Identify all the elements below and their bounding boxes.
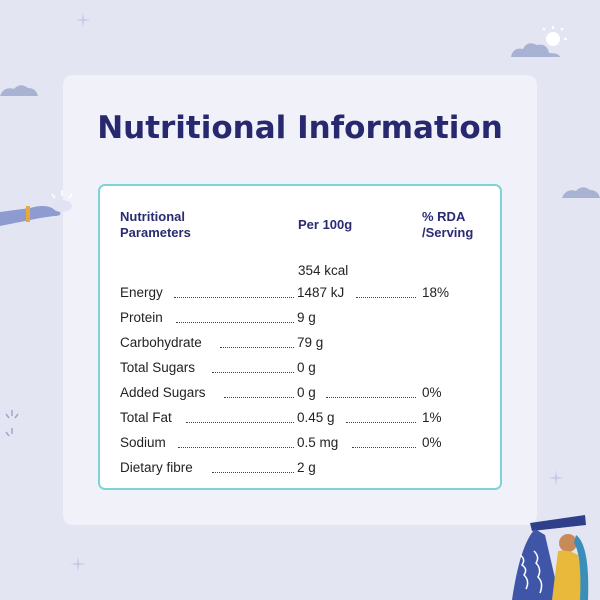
row-label: Protein <box>120 310 163 325</box>
leader-dots <box>186 422 294 423</box>
row-label: Dietary fibre <box>120 460 193 475</box>
row-value: 79 g <box>297 335 324 350</box>
row-label: Sodium <box>120 435 166 450</box>
leader-dots <box>224 397 294 398</box>
cloud-icon <box>562 187 600 198</box>
hand-illustration-icon <box>0 190 73 226</box>
leader-dots <box>178 447 294 448</box>
row-label: Carbohydrate <box>120 335 202 350</box>
header-parameters: Nutritional Parameters <box>120 209 191 240</box>
row-label: Total Fat <box>120 410 172 425</box>
row-value: 2 g <box>297 460 316 475</box>
energy-kcal-value: 354 kcal <box>298 263 349 278</box>
row-rda: 1% <box>422 410 442 425</box>
row-value: 0.5 mg <box>297 435 339 450</box>
header-rda: % RDA /Serving <box>422 209 474 240</box>
woman-illustration-icon <box>512 515 589 600</box>
leader-dots <box>212 372 294 373</box>
row-value: 0.45 g <box>297 410 335 425</box>
leader-dots <box>356 297 416 298</box>
page-title: Nutritional Information <box>97 110 503 146</box>
leader-dots <box>174 297 294 298</box>
sparkle-icon <box>75 12 91 28</box>
leader-dots <box>176 322 294 323</box>
sparkle-icon <box>5 410 19 437</box>
row-value: 0 g <box>297 385 316 400</box>
sparkle-icon <box>548 470 564 486</box>
row-rda: 18% <box>422 285 450 300</box>
leader-dots <box>326 397 416 398</box>
row-rda: 0% <box>422 435 442 450</box>
leader-dots <box>220 347 294 348</box>
row-value: 1487 kJ <box>297 285 345 300</box>
leader-dots <box>212 472 294 473</box>
cloud-icon <box>0 85 38 96</box>
header-per-100g: Per 100g <box>298 217 353 232</box>
row-value: 0 g <box>297 360 316 375</box>
row-rda: 0% <box>422 385 442 400</box>
sparkle-icon <box>70 556 86 572</box>
row-label: Total Sugars <box>120 360 196 375</box>
leader-dots <box>352 447 416 448</box>
row-value: 9 g <box>297 310 316 325</box>
cloud-sun-icon <box>511 26 567 57</box>
nutrition-table: Nutritional Parameters Per 100g % RDA /S… <box>98 184 502 490</box>
leader-dots <box>346 422 416 423</box>
row-label: Energy <box>120 285 163 300</box>
row-label: Added Sugars <box>120 385 206 400</box>
